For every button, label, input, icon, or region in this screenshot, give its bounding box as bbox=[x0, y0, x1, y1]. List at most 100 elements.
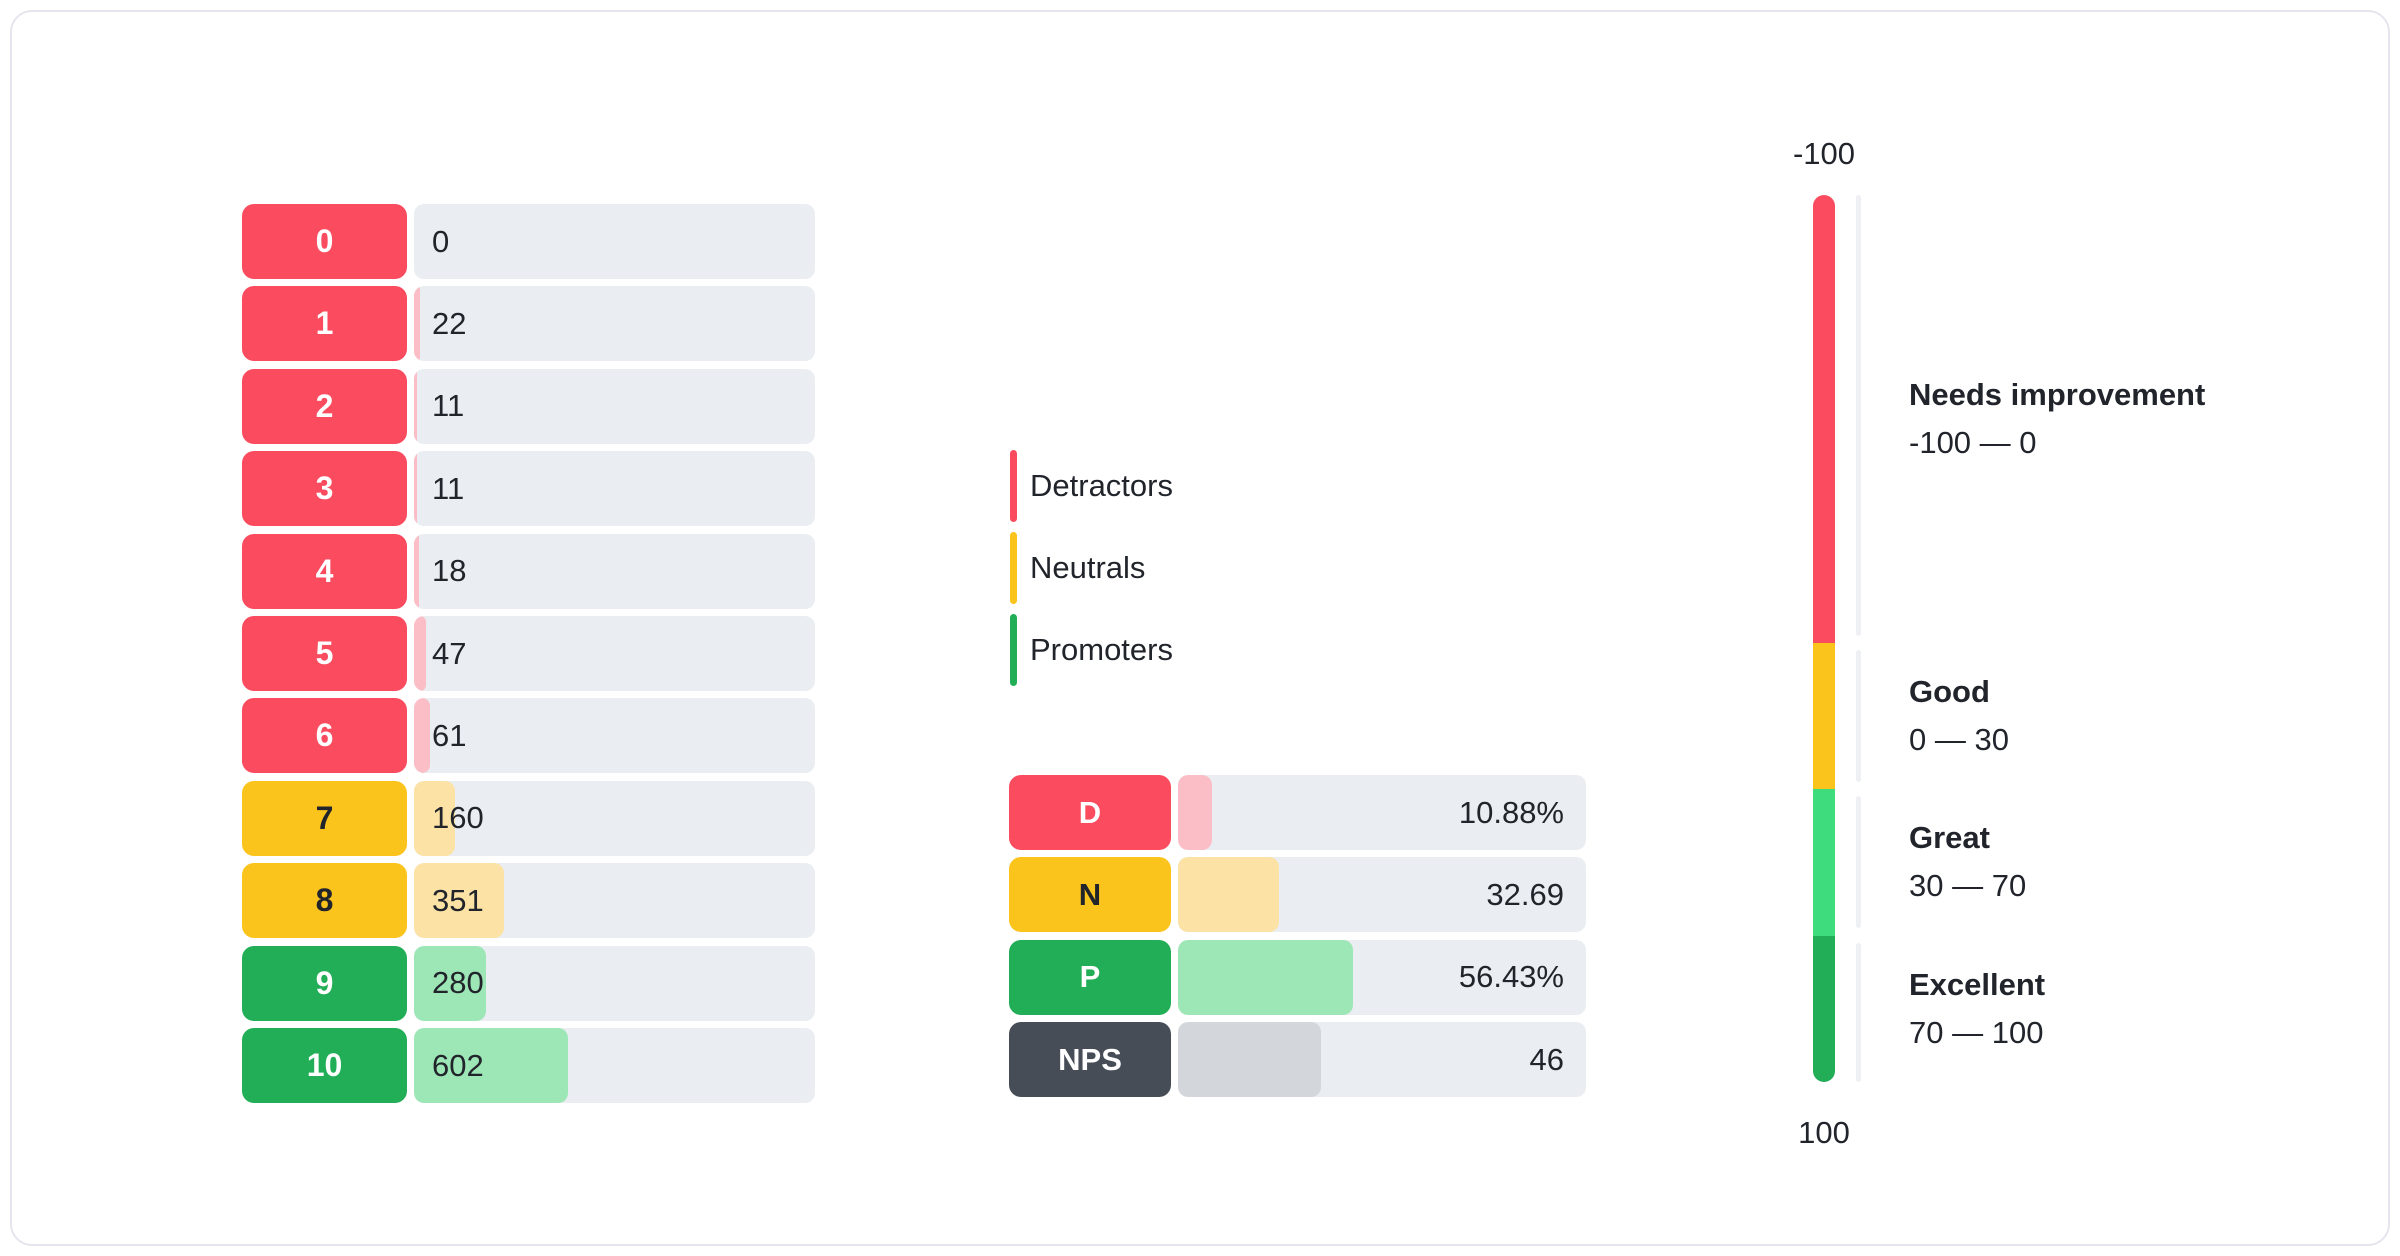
gauge-zone-range: 30 — 70 bbox=[1909, 868, 2027, 903]
summary-row: NPS 46 bbox=[1009, 1022, 1586, 1098]
score-label: 3 bbox=[242, 451, 407, 527]
gauge-axis-line-segment bbox=[1856, 796, 1861, 928]
legend-item: Promoters bbox=[1010, 614, 1173, 686]
score-value: 351 bbox=[432, 882, 484, 918]
gauge-zone-name: Excellent bbox=[1909, 967, 2046, 1002]
score-track: 11 bbox=[414, 451, 815, 527]
gauge-zone-range: 0 — 30 bbox=[1909, 722, 2009, 757]
score-value: 22 bbox=[432, 305, 467, 341]
score-track: 351 bbox=[414, 863, 815, 939]
score-row: 10 602 bbox=[242, 1028, 815, 1103]
score-value: 160 bbox=[432, 800, 484, 836]
score-row: 0 0 bbox=[242, 204, 815, 279]
score-minibar bbox=[414, 616, 427, 691]
gauge-max-label: 100 bbox=[1798, 1115, 1850, 1150]
summary-track: 56.43% bbox=[1178, 939, 1586, 1015]
score-value: 0 bbox=[432, 223, 450, 259]
gauge-zone-label: Needs improvement -100 — 0 bbox=[1909, 371, 2369, 467]
score-track: 18 bbox=[414, 533, 815, 609]
score-row: 4 18 bbox=[242, 533, 815, 609]
score-label: 4 bbox=[242, 533, 407, 609]
score-track: 0 bbox=[414, 204, 815, 279]
score-minibar bbox=[414, 286, 420, 362]
score-label: 1 bbox=[242, 286, 407, 362]
score-row: 2 11 bbox=[242, 368, 815, 444]
gauge-zone-name: Good bbox=[1909, 674, 1990, 709]
summary-row: N 32.69 bbox=[1009, 857, 1586, 933]
gauge-segment-needs-improvement bbox=[1813, 195, 1835, 643]
gauge-zone-label: Good 0 — 30 bbox=[1909, 668, 2369, 764]
score-label: 5 bbox=[242, 616, 407, 691]
score-minibar bbox=[414, 451, 417, 527]
gauge-min-label: -100 bbox=[1792, 136, 1856, 171]
score-label: 10 bbox=[242, 1028, 407, 1103]
summary-track: 46 bbox=[1178, 1022, 1586, 1098]
gauge-bar bbox=[1813, 195, 1835, 1082]
score-label: 8 bbox=[242, 863, 407, 939]
summary-bar bbox=[1178, 857, 1280, 933]
summary-track: 10.88% bbox=[1178, 775, 1586, 850]
score-minibar bbox=[414, 780, 455, 856]
score-value: 11 bbox=[432, 470, 465, 506]
legend-label: Neutrals bbox=[1030, 550, 1146, 585]
legend-item: Neutrals bbox=[1010, 532, 1145, 604]
score-minibar bbox=[414, 945, 486, 1021]
score-value: 18 bbox=[432, 553, 467, 589]
score-track: 11 bbox=[414, 368, 815, 444]
score-value: 602 bbox=[432, 1047, 484, 1083]
score-track: 61 bbox=[414, 698, 815, 774]
score-row: 3 11 bbox=[242, 451, 815, 527]
gauge-axis-line-segment bbox=[1856, 195, 1861, 636]
score-value: 61 bbox=[432, 717, 467, 753]
legend-label: Promoters bbox=[1030, 632, 1173, 667]
gauge-zone-range: -100 — 0 bbox=[1909, 425, 2037, 460]
summary-bar bbox=[1178, 775, 1212, 850]
legend-label: Detractors bbox=[1030, 468, 1173, 503]
gauge-axis-line-segment bbox=[1856, 943, 1861, 1082]
score-minibar bbox=[414, 368, 417, 444]
legend-swatch-icon bbox=[1010, 450, 1017, 522]
score-track: 47 bbox=[414, 616, 815, 691]
summary-value: 46 bbox=[1529, 1041, 1564, 1077]
score-value: 47 bbox=[432, 635, 467, 671]
score-minibar bbox=[414, 533, 419, 609]
legend-item: Detractors bbox=[1010, 450, 1173, 522]
score-label: 6 bbox=[242, 698, 407, 774]
summary-value: 56.43% bbox=[1458, 959, 1564, 995]
summary-value: 10.88% bbox=[1458, 794, 1564, 830]
summary-bar bbox=[1178, 1022, 1321, 1098]
score-track: 602 bbox=[414, 1028, 815, 1103]
summary-label: NPS bbox=[1009, 1022, 1171, 1098]
summary-value: 32.69 bbox=[1486, 876, 1564, 912]
score-label: 7 bbox=[242, 780, 407, 856]
score-minibar bbox=[414, 1028, 569, 1103]
legend-swatch-icon bbox=[1010, 532, 1017, 604]
score-minibar bbox=[414, 863, 505, 939]
gauge-zone-label: Great 30 — 70 bbox=[1909, 814, 2369, 910]
score-row: 6 61 bbox=[242, 698, 815, 774]
score-value: 11 bbox=[432, 388, 465, 424]
summary-label: N bbox=[1009, 857, 1171, 933]
score-track: 160 bbox=[414, 780, 815, 856]
gauge-zone-name: Needs improvement bbox=[1909, 377, 2206, 412]
score-row: 8 351 bbox=[242, 863, 815, 939]
score-track: 22 bbox=[414, 286, 815, 362]
score-minibar bbox=[414, 698, 430, 774]
gauge-segment-excellent bbox=[1813, 935, 1835, 1082]
gauge-segment-good bbox=[1813, 642, 1835, 790]
score-track: 280 bbox=[414, 945, 815, 1021]
summary-bar bbox=[1178, 939, 1353, 1015]
summary-track: 32.69 bbox=[1178, 857, 1586, 933]
card: 0 0 1 22 2 11 3 11 4 bbox=[10, 10, 2390, 1246]
score-label: 9 bbox=[242, 945, 407, 1021]
summary-label: D bbox=[1009, 775, 1171, 850]
gauge-zone-name: Great bbox=[1909, 820, 1990, 855]
score-value: 280 bbox=[432, 965, 484, 1001]
legend-swatch-icon bbox=[1010, 614, 1017, 686]
gauge-zone-range: 70 — 100 bbox=[1909, 1015, 2044, 1050]
summary-label: P bbox=[1009, 939, 1171, 1015]
summary-row: P 56.43% bbox=[1009, 939, 1586, 1015]
gauge-zone-label: Excellent 70 — 100 bbox=[1909, 961, 2369, 1057]
score-row: 1 22 bbox=[242, 286, 815, 362]
